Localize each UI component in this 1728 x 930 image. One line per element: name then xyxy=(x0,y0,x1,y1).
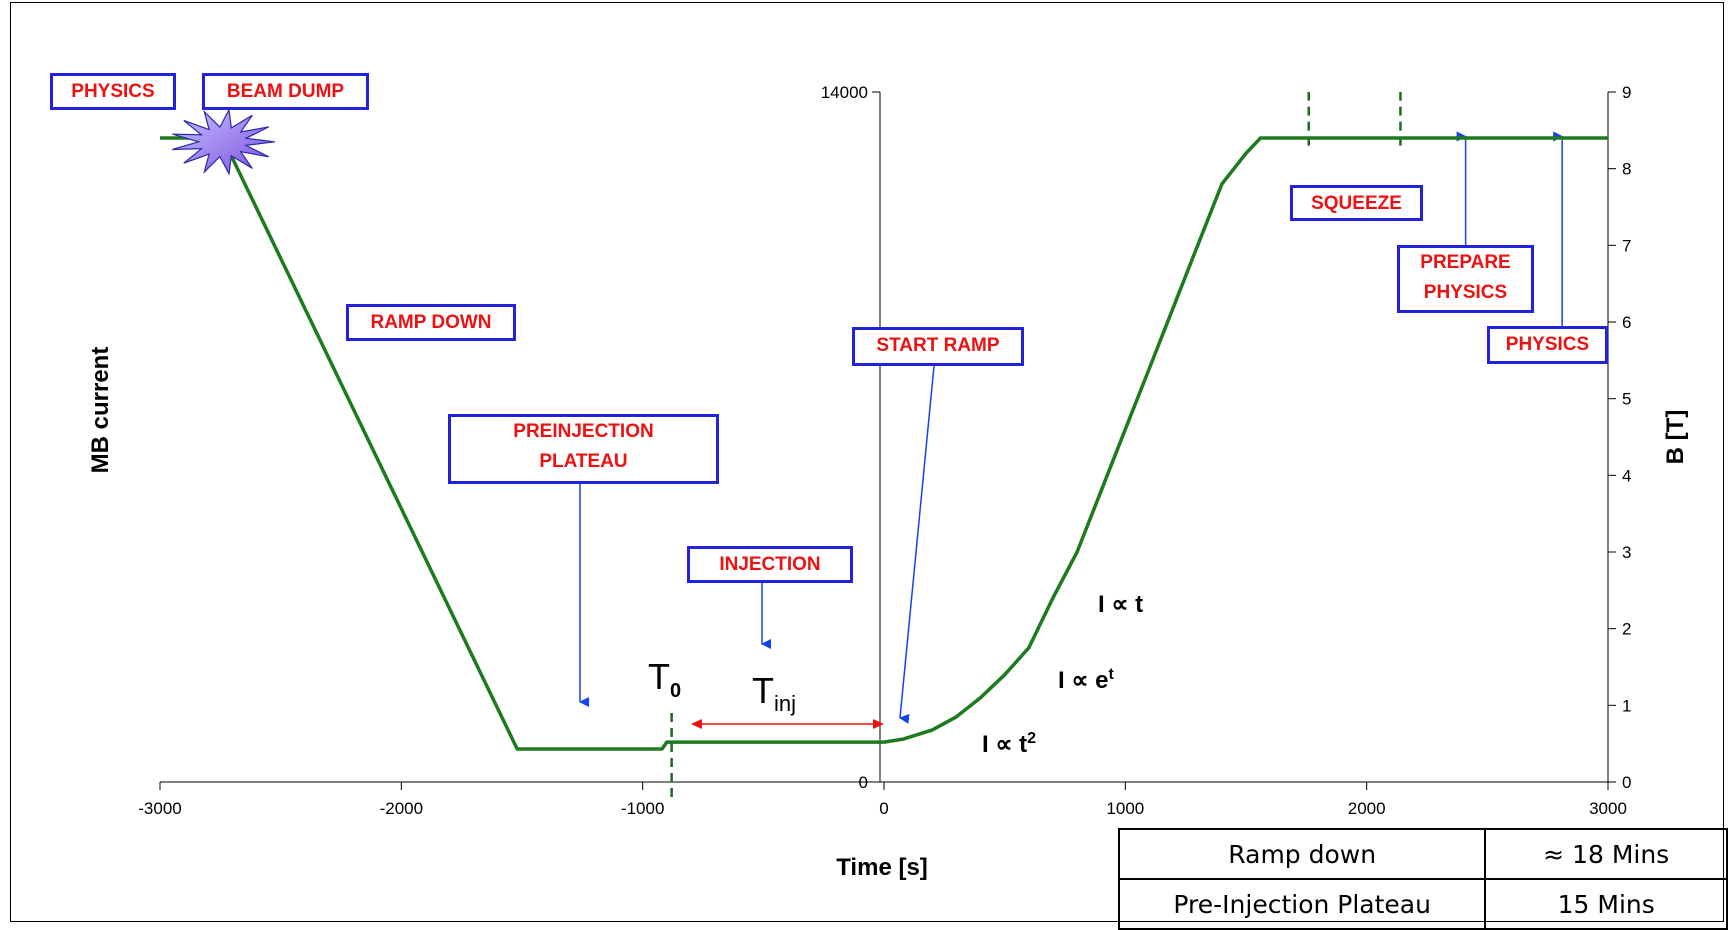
x-tick-label: 3000 xyxy=(1589,799,1627,818)
y-right-tick-label: 5 xyxy=(1622,390,1631,409)
formula-quad-sup: 2 xyxy=(1027,730,1037,747)
label-t0: T0 xyxy=(648,656,681,703)
y-right-tick-label: 6 xyxy=(1622,313,1631,332)
t0-main: T xyxy=(648,656,670,697)
tinj-sub: inj xyxy=(774,691,797,717)
y-right-tick-label: 1 xyxy=(1622,696,1631,715)
label-start-ramp: START RAMP xyxy=(852,327,1024,366)
table-cell-duration: 15 Mins xyxy=(1484,878,1728,930)
y-right-tick-label: 8 xyxy=(1622,160,1631,179)
label-physics-end: PHYSICS xyxy=(1487,326,1608,364)
durations-table: Ramp down ≈ 18 Mins Pre-Injection Platea… xyxy=(1117,828,1728,930)
x-tick-label: -2000 xyxy=(380,799,423,818)
y-right-tick-label: 2 xyxy=(1622,620,1631,639)
tinj-main: T xyxy=(752,670,774,711)
y-axis-left-label: MB current xyxy=(87,347,114,474)
formula-exponential: I ∝ et xyxy=(1058,666,1114,695)
label-squeeze: SQUEEZE xyxy=(1290,185,1423,221)
x-tick-label: 1000 xyxy=(1106,799,1144,818)
label-ramp-down: RAMP DOWN xyxy=(346,304,516,341)
formula-quadratic: I ∝ t2 xyxy=(982,730,1036,759)
chart-area: -3000 -2000 -1000 0 1000 2000 3000 0 1 2 3 4 5 6 7 8 9 0 1… xyxy=(87,83,1689,881)
x-tick-label: 0 xyxy=(879,799,888,818)
y-right-tick-label: 0 xyxy=(1622,773,1631,792)
x-tick-label: 2000 xyxy=(1348,799,1386,818)
formula-exp-main: I ∝ e xyxy=(1058,667,1109,694)
beam-dump-burst xyxy=(172,107,275,176)
y-right-tick-label: 4 xyxy=(1622,466,1631,485)
label-prepare-physics: PREPARE PHYSICS xyxy=(1397,245,1534,313)
x-axis-label: Time [s] xyxy=(836,854,928,881)
label-tinj: Tinj xyxy=(752,670,796,717)
y-right-tick-label: 7 xyxy=(1622,236,1631,255)
label-injection: INJECTION xyxy=(687,546,853,583)
label-preinjection-line1: PREINJECTION xyxy=(513,421,654,442)
label-preinjection-line2: PLATEAU xyxy=(539,451,628,472)
label-prepare-line2: PHYSICS xyxy=(1423,282,1508,303)
table-row: Pre-Injection Plateau 15 Mins xyxy=(1117,878,1728,930)
label-prepare-line1: PREPARE xyxy=(1420,252,1511,273)
series-line xyxy=(160,136,1608,751)
start-ramp-arrow xyxy=(899,365,935,724)
formula-linear: I ∝ t xyxy=(1098,591,1144,618)
y-left-tick-label: 14000 xyxy=(821,83,868,102)
y-right-tick-label: 9 xyxy=(1622,83,1631,102)
table-row: Ramp down ≈ 18 Mins xyxy=(1117,828,1728,880)
y-right-tick-label: 3 xyxy=(1622,543,1631,562)
table-cell-phase: Pre-Injection Plateau xyxy=(1117,878,1487,930)
t0-sub: 0 xyxy=(670,680,682,703)
x-tick-label: -1000 xyxy=(621,799,664,818)
x-tick-label: -3000 xyxy=(138,799,181,818)
tinj-arrow-head-right xyxy=(873,719,884,729)
formula-quad-main: I ∝ t xyxy=(982,731,1028,758)
y-left-tick-label: 0 xyxy=(859,773,868,792)
table-cell-phase: Ramp down xyxy=(1117,828,1487,880)
y-axis-right-label: B [T] xyxy=(1662,410,1689,465)
table-cell-duration: ≈ 18 Mins xyxy=(1484,828,1728,880)
label-beam-dump: BEAM DUMP xyxy=(202,73,369,110)
label-preinjection-plateau: PREINJECTION PLATEAU xyxy=(448,414,719,484)
tinj-arrow-head-left xyxy=(690,719,702,729)
formula-exp-sup: t xyxy=(1108,666,1114,683)
label-physics-start: PHYSICS xyxy=(50,73,176,110)
